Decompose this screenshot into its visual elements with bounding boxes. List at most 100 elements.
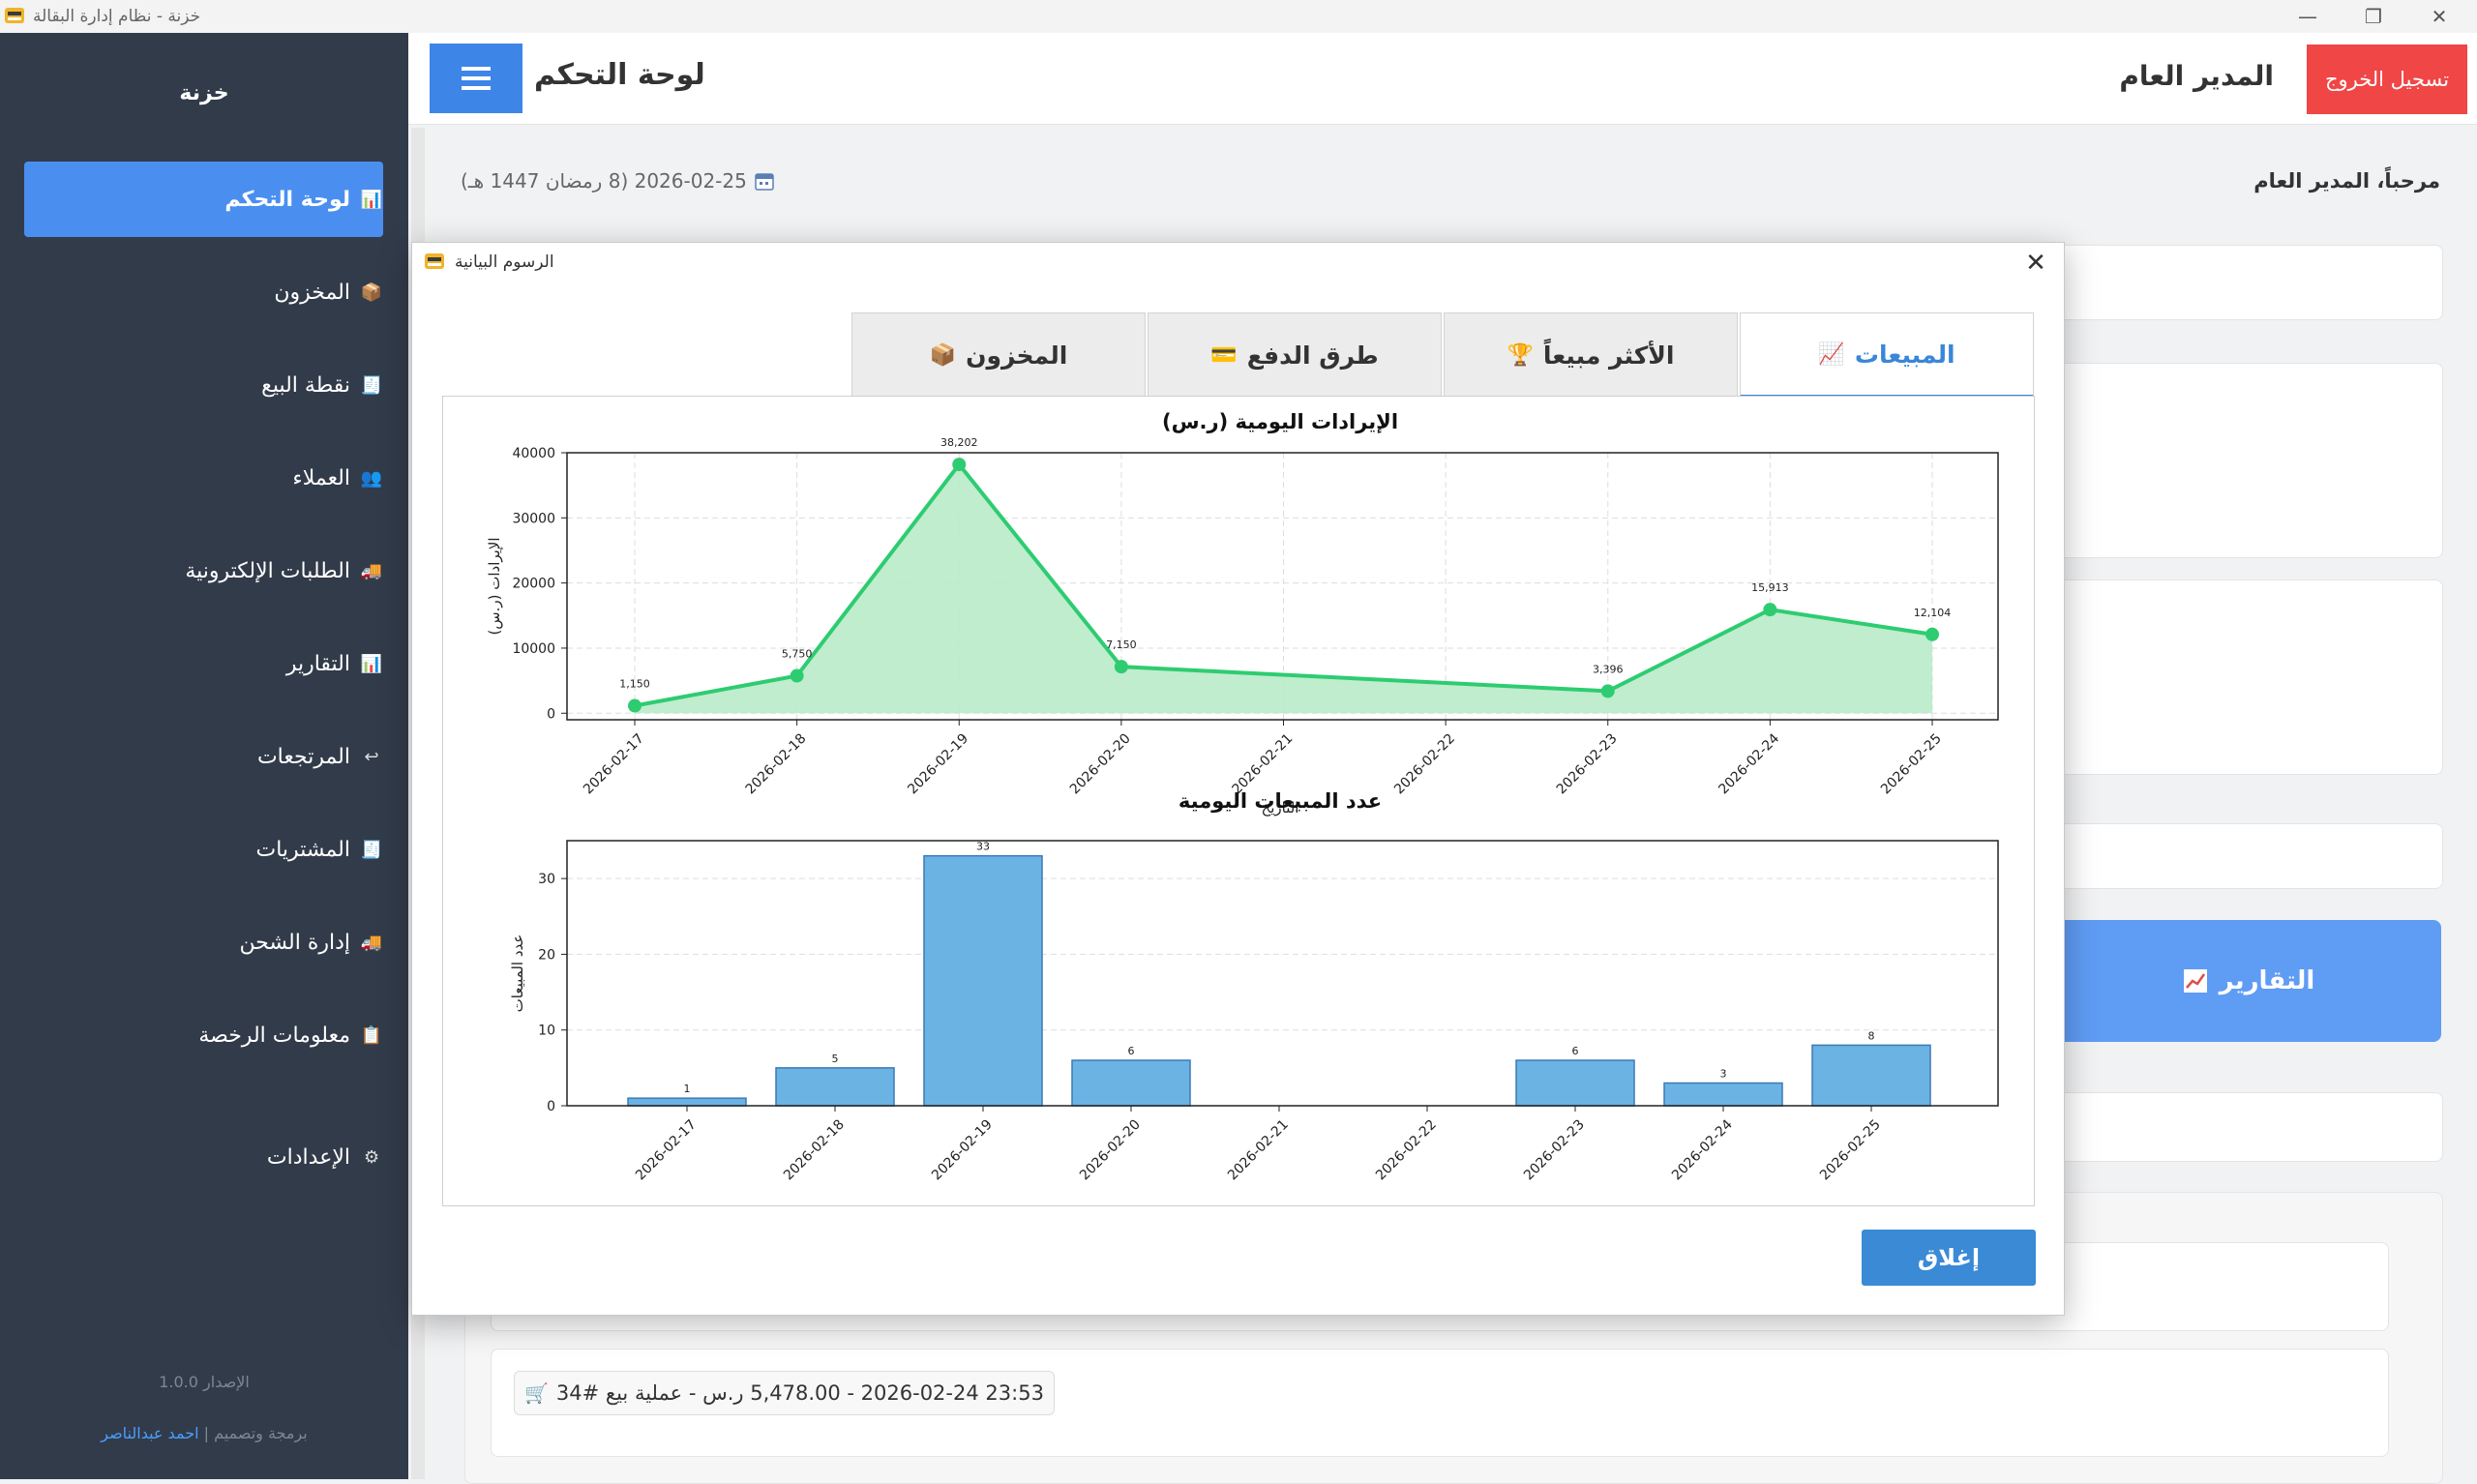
revenue-point [1925,627,1939,641]
credit-author-link[interactable]: احمد عبدالناصر [101,1424,199,1442]
app-logo-icon [5,8,24,23]
bar-x-tick-label: 2026-02-25 [1817,1117,1884,1184]
sales-count-bar [775,1067,895,1107]
sales-count-bar [923,854,1043,1107]
calendar-icon [755,173,774,191]
trophy-icon: 🏆 [1507,342,1534,368]
close-icon[interactable]: ✕ [2431,5,2448,28]
charts-dialog: الرسوم البيانية ✕ 📦 المخزون 💳 طرق الدفع … [411,242,2065,1316]
close-dialog-button[interactable]: إغلاق [1862,1230,2036,1286]
reports-quick-button[interactable]: التقارير [2056,920,2441,1042]
revenue-point [628,698,642,713]
revenue-point [1763,603,1777,617]
activity-text: 23:53 2026-02-24 - 5,478.00 ر.س - عملية … [555,1381,1044,1405]
bar-x-tick-label: 2026-02-18 [781,1117,848,1184]
sidebar-item-label: الطلبات الإلكترونية [185,558,350,583]
date-display: 2026-02-25 (8 رمضان 1447 هـ) [461,169,774,193]
restore-icon[interactable]: ❐ [2365,5,2382,28]
line-x-tick-label: 2026-02-20 [1067,731,1134,798]
sidebar-item[interactable]: الإعدادات ⚙ [24,1119,383,1195]
reports-quick-label: التقارير [2219,966,2315,995]
bar-x-tick-label: 2026-02-17 [633,1117,700,1184]
sales-count-data-label: 5 [832,1053,839,1065]
bar-x-tick-label: 2026-02-19 [929,1117,996,1184]
sales-count-bar [1663,1082,1783,1107]
bar-chart-title: عدد المبيعات اليومية [1179,789,1382,813]
credit-prefix: برمجة وتصميم | [203,1424,308,1442]
stat-card [2056,823,2443,889]
line-axes-frame [566,452,1999,721]
sales-count-data-label: 6 [1572,1045,1579,1057]
sidebar-item[interactable]: إدارة الشحن 🚚 [24,905,383,980]
sidebar-item[interactable]: الطلبات الإلكترونية 🚚 [24,533,383,608]
clipboard-icon: 📋 [360,1024,383,1046]
sales-count-data-label: 3 [1720,1068,1727,1081]
revenue-point [952,458,967,472]
sidebar-item[interactable]: معلومات الرخصة 📋 [24,997,383,1073]
revenue-area [635,464,1932,714]
stat-card [2056,363,2443,558]
revenue-point [1600,684,1615,698]
register-icon: 🧾 [360,839,383,860]
dialog-close-icon[interactable]: ✕ [2025,249,2046,278]
cart-icon: 🛒 [524,1381,549,1405]
menu-toggle-button[interactable] [430,44,522,113]
card-icon: 💳 [1210,342,1238,368]
chart-icon: 📊 [360,189,383,210]
gear-icon: ⚙ [363,1146,380,1168]
version-label: الإصدار 1.0.0 [159,1373,250,1391]
revenue-data-label: 1,150 [619,678,650,691]
line-y-tick-label: 40000 [512,446,555,461]
tab-best-sellers[interactable]: 🏆 الأكثر مبيعاً [1444,312,1738,397]
tab-label: المبيعات [1854,340,1955,369]
line-chart-title: الإيرادات اليومية (ر.س) [1162,410,1398,433]
line-x-tick-label: 2026-02-21 [1229,731,1296,798]
bar-x-tick-label: 2026-02-24 [1669,1116,1736,1183]
sidebar-item-label: لوحة التحكم [224,187,350,212]
sidebar-item[interactable]: نقطة البيع 🧾 [24,347,383,423]
box-icon: 📦 [360,282,383,303]
bar-y-tick-label: 10 [538,1024,555,1039]
stat-card [2056,245,2443,320]
bar-x-tick-label: 2026-02-21 [1225,1117,1292,1184]
logout-button[interactable]: تسجيل الخروج [2307,45,2467,114]
sidebar-item[interactable]: المشتريات 🧾 [24,812,383,887]
sidebar-item-label: التقارير [285,651,350,676]
line-x-axis-label: التاريخ [1262,799,1299,816]
tab-sales[interactable]: 📈 المبيعات [1740,312,2034,399]
sidebar-item-label: نقطة البيع [261,372,350,398]
sidebar-item[interactable]: لوحة التحكم 📊 [24,162,383,237]
chart-panel: 1,150 5,750 38,202 7,150 3,396 15,913 12,104 0 1… [442,396,2035,1206]
box-icon: 📦 [929,342,957,368]
sidebar-item-label: المشتريات [255,837,350,862]
activity-item[interactable]: 🛒 23:53 2026-02-24 - 5,478.00 ر.س - عملي… [514,1371,1055,1415]
tab-inventory[interactable]: 📦 المخزون [851,312,1146,397]
page-title: لوحة التحكم [534,58,705,92]
sidebar-item[interactable]: التقارير 📊 [24,626,383,701]
tab-payment-methods[interactable]: 💳 طرق الدفع [1148,312,1442,397]
app-logo-icon [425,253,444,269]
revenue-data-label: 3,396 [1593,663,1624,675]
sales-count-bar [1811,1044,1931,1107]
header: لوحة التحكم المدير العام تسجيل الخروج [408,33,2477,125]
sidebar-item-label: معلومات الرخصة [198,1023,350,1048]
sidebar-item-label: المخزون [274,280,350,305]
sidebar-item-label: الإعدادات [266,1144,350,1170]
window-title-bar: خزنة - نظام إدارة البقالة — ❐ ✕ [0,0,2477,34]
register-icon: 🧾 [360,374,383,396]
bar-axes-frame [566,840,1999,1107]
welcome-text: مرحباً، المدير العام [2253,169,2440,193]
minimize-icon[interactable]: — [2298,5,2317,28]
revenue-data-label: 38,202 [940,436,978,449]
truck-icon: 🚚 [360,932,383,953]
line-x-tick-label: 2026-02-24 [1716,730,1782,797]
sidebar-item[interactable]: العملاء 👥 [24,440,383,516]
revenue-point [790,668,804,683]
sales-count-bar [627,1097,747,1107]
sales-count-bar [1071,1059,1191,1107]
line-x-tick-label: 2026-02-19 [905,731,971,798]
sales-count-bar [1515,1059,1635,1107]
sidebar-item[interactable]: المرتجعات ↩ [24,719,383,794]
sidebar-item[interactable]: المخزون 📦 [24,254,383,330]
line-x-tick-label: 2026-02-25 [1878,731,1945,798]
